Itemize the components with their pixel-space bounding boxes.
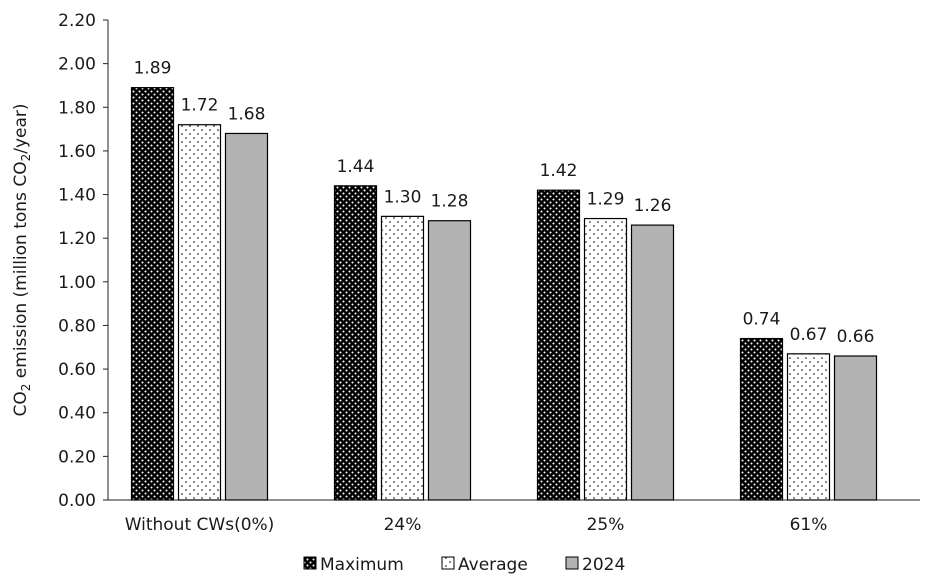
bar-maximum-2: [536, 189, 581, 501]
x-tick-label: Without CWs(0%): [125, 515, 275, 535]
data-label: 1.89: [134, 59, 172, 79]
data-label: 1.30: [384, 187, 422, 207]
data-labels: 1.89 1.72 1.68 1.44 1.30 1.28 1.42 1.29 1.26 0.74…: [134, 59, 875, 347]
y-tick-label: 0.00: [58, 491, 96, 511]
y-tick-label: 2.00: [58, 55, 96, 75]
legend: Maximum Average 2024: [303, 555, 625, 575]
data-label: 0.67: [790, 325, 828, 345]
bar-average-3: [786, 353, 831, 501]
data-label: 1.72: [181, 96, 219, 116]
bar-2024-0: [224, 132, 269, 501]
axes: 0.00 0.20 0.40 0.60 0.80 1.00 1.20 1.40 1.60 1.80…: [11, 11, 920, 535]
y-tick-label: 2.20: [58, 11, 96, 31]
bar-maximum-3: [739, 337, 784, 501]
y-tick-label: 0.60: [58, 360, 96, 380]
bar-2024-3: [833, 355, 878, 501]
legend-label: Maximum: [320, 555, 404, 575]
bar-average-0: [177, 124, 222, 501]
x-tick-label: 24%: [384, 515, 422, 535]
x-tick-label: 61%: [790, 515, 828, 535]
legend-label: 2024: [582, 555, 625, 575]
data-label: 1.44: [337, 157, 375, 177]
legend-label: Average: [458, 555, 528, 575]
bars: [130, 87, 878, 501]
bar-average-1: [380, 215, 425, 501]
y-tick-label: 1.60: [58, 142, 96, 162]
data-label: 1.28: [431, 192, 469, 212]
bar-2024-2: [630, 224, 675, 501]
legend-swatch-maximum: [303, 556, 317, 570]
data-label: 1.68: [228, 104, 266, 124]
bar-maximum-0: [130, 87, 175, 501]
y-tick-label: 1.40: [58, 186, 96, 206]
data-label: 1.42: [540, 161, 578, 181]
data-label: 1.29: [587, 190, 625, 210]
legend-swatch-average: [441, 556, 455, 570]
bar-average-2: [583, 217, 628, 501]
y-axis-label: CO2 emission (million tons CO2/year): [11, 103, 33, 416]
bar-2024-1: [427, 220, 472, 501]
y-tick-label: 1.00: [58, 273, 96, 293]
x-tick-label: 25%: [587, 515, 625, 535]
bar-maximum-1: [333, 185, 378, 501]
data-label: 1.26: [634, 196, 672, 216]
y-tick-label: 0.40: [58, 404, 96, 424]
legend-swatch-2024: [565, 556, 579, 570]
y-tick-label: 0.80: [58, 316, 96, 336]
y-tick-label: 0.20: [58, 447, 96, 467]
y-tick-label: 1.80: [58, 98, 96, 118]
data-label: 0.66: [837, 327, 875, 347]
data-label: 0.74: [743, 310, 781, 330]
y-tick-label: 1.20: [58, 229, 96, 249]
